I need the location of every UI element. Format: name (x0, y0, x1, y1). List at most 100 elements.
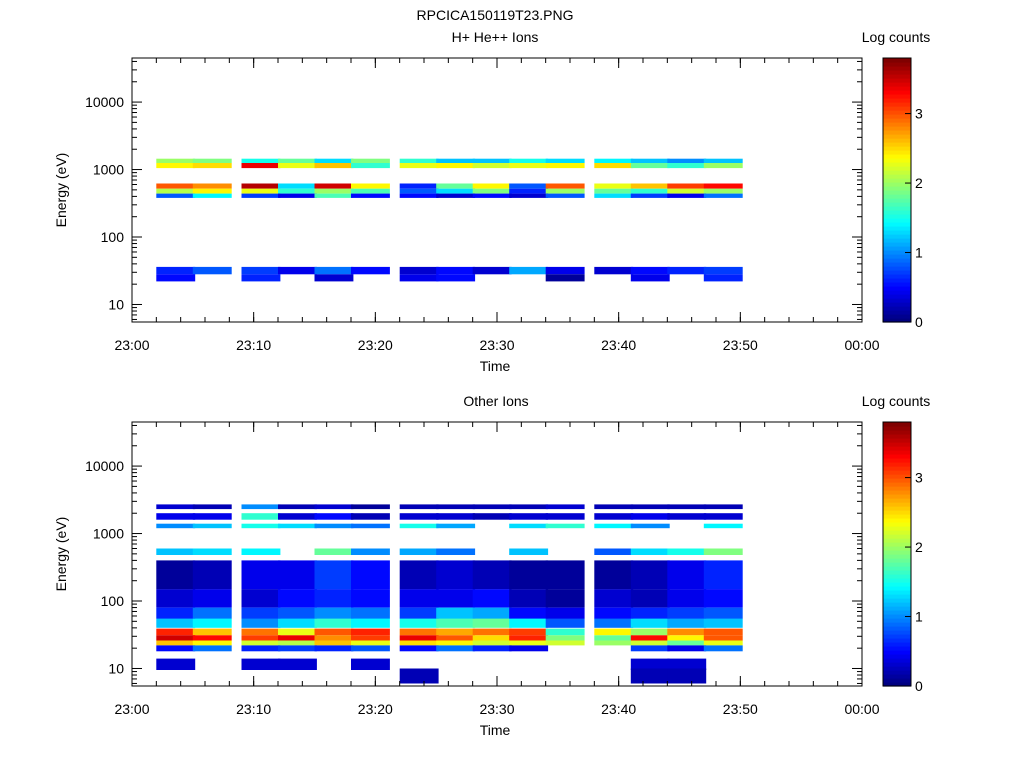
heatmap-cell (241, 618, 281, 628)
heatmap-cell (594, 266, 634, 275)
colorbar-swatch (883, 494, 911, 499)
colorbar-swatch (883, 530, 911, 535)
x-tick-label: 23:20 (358, 337, 393, 353)
axes: 23:00 23:10 23:20 23:30 23:40 23:50 00:00 10 100… (85, 422, 880, 717)
heatmap-cell (630, 668, 670, 684)
heatmap-cell (667, 193, 707, 198)
colorbar-swatch (883, 114, 911, 119)
heatmap-cell (192, 183, 232, 189)
colorbar-swatch (883, 506, 911, 511)
heatmap-cell (351, 513, 390, 520)
colorbar-swatch (883, 226, 911, 231)
colorbar-swatch (883, 606, 911, 611)
heatmap-cell (594, 504, 634, 510)
heatmap-cell (192, 560, 232, 590)
colorbar-swatch (883, 502, 911, 507)
colorbar-swatch (883, 286, 911, 291)
colorbar-swatch (883, 218, 911, 223)
colorbar-tick-label: 3 (915, 106, 923, 122)
x-tick-label: 23:10 (236, 701, 271, 717)
heatmap-cell (667, 188, 707, 194)
heatmap-cell (630, 618, 670, 628)
figure-title: RPCICA150119T23.PNG (417, 7, 574, 23)
colorbar-swatch (883, 262, 911, 267)
colorbar-swatch (883, 126, 911, 131)
heatmap-cell (509, 589, 549, 608)
colorbar-swatch (883, 578, 911, 583)
heatmap-cell (509, 183, 549, 189)
colorbar-swatch (883, 178, 911, 183)
colorbar-swatch (883, 318, 911, 323)
heatmap-cell (436, 560, 476, 590)
heatmap-cell (436, 607, 476, 619)
heatmap-cell (278, 188, 317, 194)
heatmap-cell (594, 193, 634, 198)
colorbar-swatch (883, 258, 911, 263)
heatmap-cell (630, 504, 670, 510)
heatmap-cell (241, 560, 281, 590)
heatmap-cell (241, 635, 281, 641)
heatmap-cell (667, 668, 707, 684)
heatmap-cell (278, 645, 317, 652)
colorbar-swatch (883, 162, 911, 167)
heatmap-cell (399, 513, 439, 520)
colorbar: 0 1 2 3 (882, 421, 923, 694)
heatmap-cell (630, 188, 670, 194)
colorbar-swatch (883, 274, 911, 279)
heatmap-cell (667, 560, 707, 590)
heatmap-cell (545, 158, 585, 163)
colorbar-swatch (883, 618, 911, 623)
colorbar-swatch (883, 310, 911, 315)
colorbar-swatch (883, 70, 911, 75)
colorbar-swatch (883, 294, 911, 299)
heatmap-cell (241, 640, 281, 646)
heatmap-cell (509, 193, 549, 198)
heatmap-cell (545, 635, 585, 641)
heatmap-cell (436, 628, 476, 636)
heatmap-cell (156, 523, 196, 529)
heatmap-cell (278, 158, 317, 163)
colorbar-tick-label: 0 (915, 678, 923, 694)
heatmap-cell (594, 618, 634, 628)
colorbar-swatch (883, 166, 911, 171)
heatmap-cell (351, 158, 390, 163)
heatmap-cell (192, 548, 232, 555)
colorbar-swatch (883, 182, 911, 187)
heatmap-cell (278, 163, 317, 169)
heatmap-cell (472, 618, 512, 628)
heatmap-cell (241, 589, 281, 608)
heatmap-cell (630, 658, 670, 670)
heatmap-cell (436, 548, 476, 555)
heatmap-cell (156, 163, 196, 169)
colorbar-swatch (883, 146, 911, 151)
heatmap-cell (399, 163, 439, 169)
heatmap-cell (278, 635, 317, 641)
colorbar-swatch (883, 466, 911, 471)
heatmap-cell (156, 628, 196, 636)
heatmap-cell (241, 188, 281, 194)
panel-title: Other Ions (463, 393, 528, 409)
heatmap-cell (594, 188, 634, 194)
heatmap-cell (156, 183, 196, 189)
colorbar-swatch (883, 98, 911, 103)
colorbar-swatch (883, 430, 911, 435)
heatmap-cell (399, 183, 439, 189)
heatmap-cell (703, 193, 743, 198)
colorbar-swatch (883, 278, 911, 283)
heatmap-cell (472, 560, 512, 590)
colorbar-swatch (883, 614, 911, 619)
heatmap-cell (241, 628, 281, 636)
heatmap-cell (156, 560, 196, 590)
x-axis-label: Time (480, 722, 511, 738)
heatmap-cell (241, 504, 281, 510)
heatmap-cell (594, 628, 634, 636)
heatmap-cell (703, 548, 743, 555)
colorbar-swatch (883, 590, 911, 595)
panel-h-he-ions: H+ He++ Ions 23:00 23:10 23:20 23:30 23:40 23… (53, 29, 930, 374)
colorbar-swatch (883, 234, 911, 239)
colorbar: 0 1 2 3 (882, 57, 923, 330)
heatmap-cell (667, 640, 707, 646)
heatmap-cell (703, 504, 743, 510)
colorbar-swatch (883, 638, 911, 643)
heatmap-cell (351, 589, 390, 608)
